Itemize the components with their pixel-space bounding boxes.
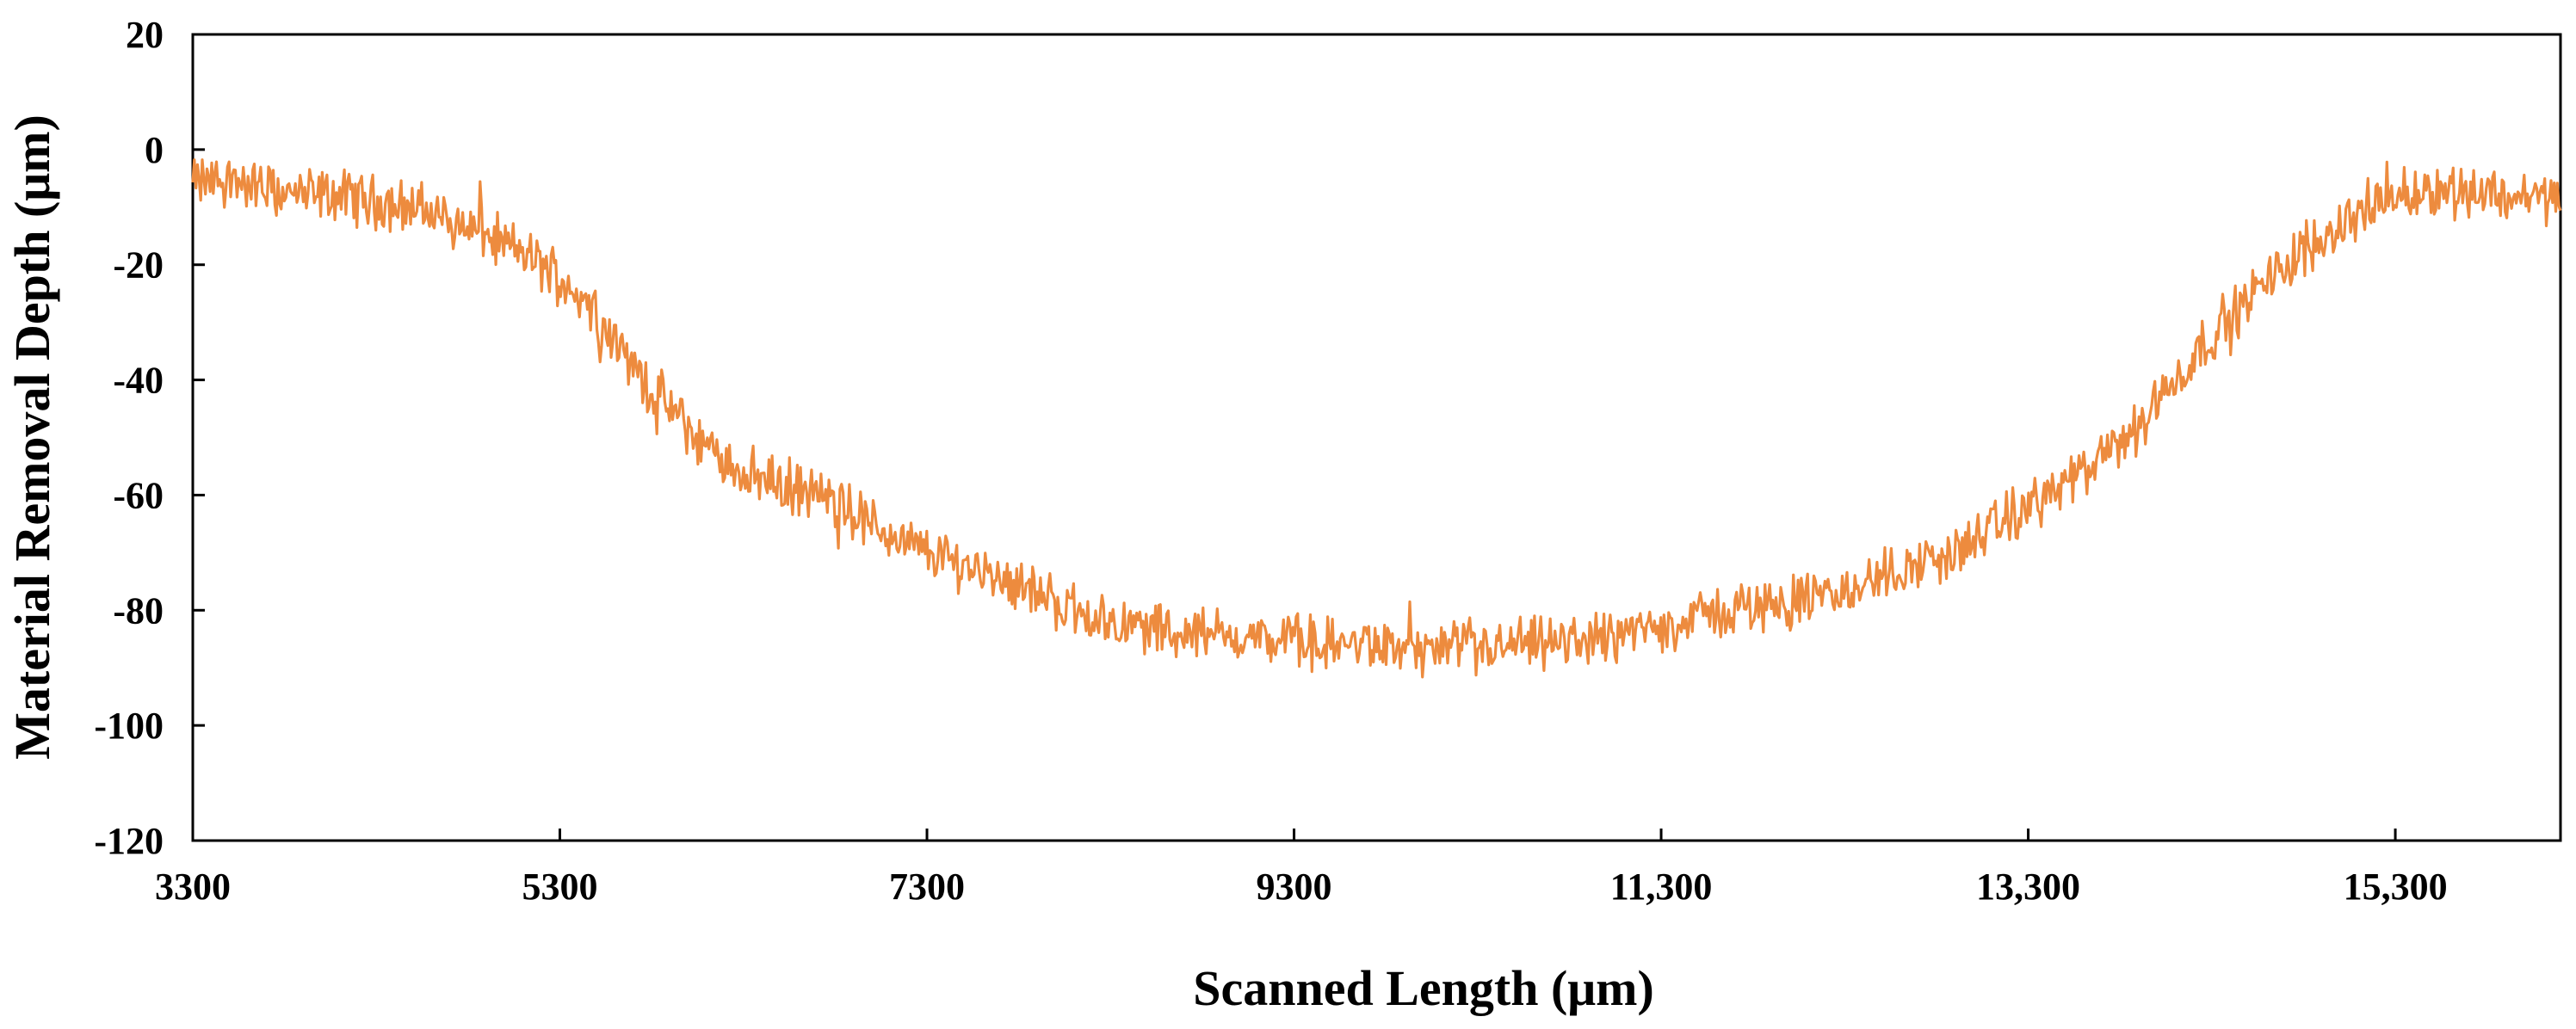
x-tick-label: 5300 <box>522 866 598 908</box>
x-tick-label: 7300 <box>889 866 965 908</box>
y-tick-label: 0 <box>145 129 164 171</box>
y-tick-label: -120 <box>94 820 164 862</box>
y-tick-label: 20 <box>126 14 164 56</box>
x-tick-label: 15,300 <box>2344 866 2448 908</box>
x-tick-label: 3300 <box>155 866 231 908</box>
y-tick-label: -60 <box>113 474 164 516</box>
data-series-line <box>191 158 2562 679</box>
y-axis-title: Material Removal Depth (μm) <box>4 114 60 760</box>
x-tick-label: 13,300 <box>1976 866 2080 908</box>
plot-frame <box>191 33 2562 842</box>
y-axis-ticks: 20 0 -20 -40 -60 -80 -100 -120 <box>94 14 205 862</box>
x-axis-ticks: 3300 5300 7300 9300 11,300 13,300 15,300 <box>155 829 2448 908</box>
x-axis-title: Scanned Length (μm) <box>1193 960 1654 1016</box>
x-tick-label: 9300 <box>1257 866 1332 908</box>
x-tick-label: 11,300 <box>1610 866 1713 908</box>
y-tick-label: -100 <box>94 705 164 747</box>
y-tick-label: -20 <box>113 244 164 287</box>
y-tick-label: -80 <box>113 589 164 632</box>
y-tick-label: -40 <box>113 360 164 402</box>
